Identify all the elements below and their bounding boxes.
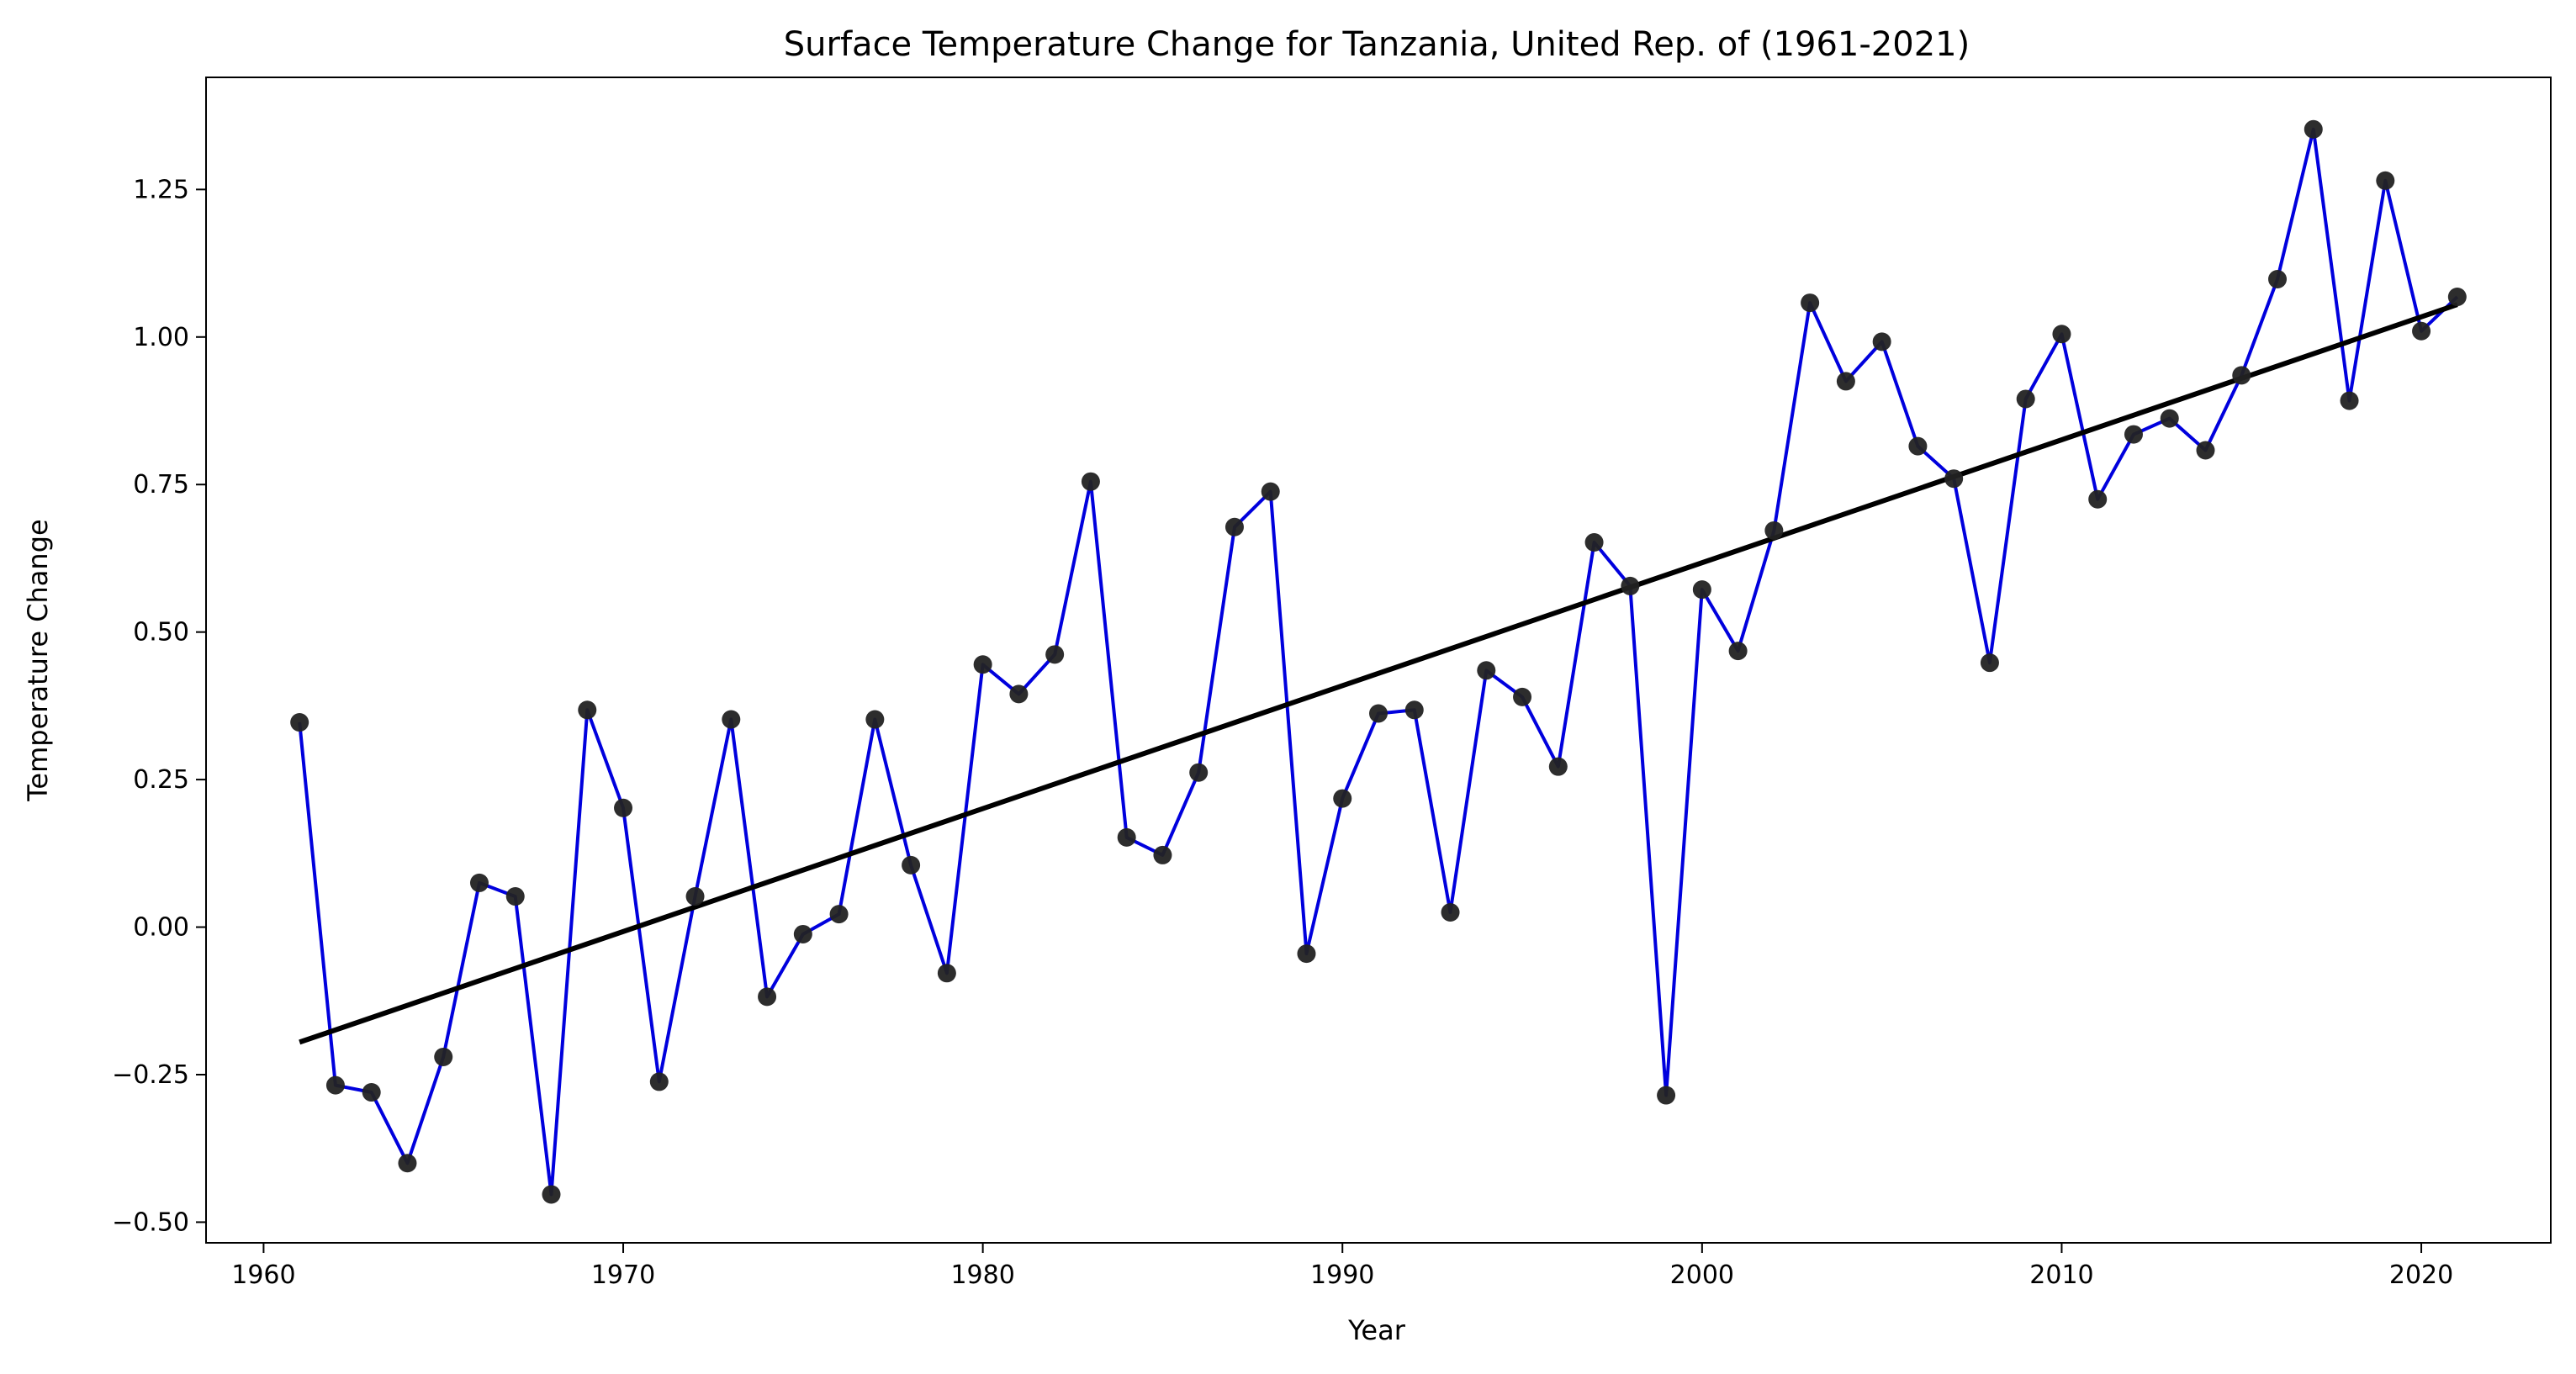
data-point [325, 1075, 345, 1095]
data-point [2160, 409, 2179, 428]
data-point [1081, 472, 1100, 491]
data-point [1584, 532, 1604, 552]
y-tick-label: 0.75 [133, 470, 189, 499]
data-point [1657, 1086, 1676, 1105]
data-point [722, 710, 741, 729]
data-point [1477, 661, 1496, 680]
data-point [1944, 469, 1964, 489]
x-tick-label: 1970 [591, 1260, 655, 1290]
data-point [1009, 684, 1029, 704]
data-point [1980, 653, 1999, 673]
data-point [578, 700, 597, 720]
data-point [2232, 366, 2251, 385]
data-point [2304, 119, 2323, 139]
data-point [1333, 789, 1352, 808]
data-point [1692, 580, 1711, 600]
chart-title: Surface Temperature Change for Tanzania,… [784, 25, 1970, 64]
data-point [1872, 332, 1891, 351]
data-point [793, 924, 812, 943]
data-point [2268, 270, 2288, 289]
data-point [973, 655, 992, 674]
data-point [1908, 436, 1928, 456]
data-point [1045, 645, 1065, 664]
plot-frame [205, 77, 2552, 1244]
data-point [2196, 441, 2215, 460]
data-point [2124, 425, 2143, 444]
data-point [758, 987, 777, 1007]
data-point [1117, 827, 1136, 847]
data-point [362, 1083, 381, 1102]
data-point [1801, 293, 1820, 313]
trend-line [299, 302, 2458, 1045]
data-point [398, 1154, 417, 1173]
x-axis-title: Year [1347, 1314, 1406, 1346]
data-point [1548, 757, 1568, 776]
data-point [685, 887, 705, 906]
data-point [829, 905, 849, 924]
data-point [1297, 944, 1316, 964]
data-point [434, 1047, 453, 1066]
x-tick-label: 2020 [2389, 1260, 2453, 1290]
data-point [2412, 321, 2431, 341]
y-tick-label: 1.25 [133, 175, 189, 204]
y-tick-label: 0.25 [133, 765, 189, 795]
y-tick-label: −0.25 [112, 1060, 189, 1090]
data-point [1764, 521, 1784, 540]
data-point [2052, 325, 2071, 344]
data-point [1225, 517, 1244, 536]
data-point [1369, 704, 1388, 723]
data-point [1189, 763, 1209, 782]
data-point [469, 873, 489, 892]
y-axis: −0.50 −0.25 0.00 0.25 0.50 0.75 1.00 1.25 [112, 175, 206, 1237]
y-tick-label: 0.50 [133, 618, 189, 647]
x-tick-label: 1960 [231, 1260, 295, 1290]
y-tick-label: 1.00 [133, 323, 189, 352]
data-point [1153, 845, 1172, 864]
plot-area [290, 119, 2467, 1204]
data-point [649, 1072, 669, 1091]
data-point [505, 887, 525, 906]
data-point [865, 710, 885, 729]
data-point [1728, 642, 1748, 661]
y-tick-label: −0.50 [112, 1208, 189, 1237]
data-point [2340, 391, 2359, 410]
x-axis: 1960 1970 1980 1990 2000 2010 2020 [231, 1243, 2453, 1290]
data-point [290, 713, 309, 732]
y-tick-label: 0.00 [133, 913, 189, 943]
x-tick-label: 2010 [2029, 1260, 2093, 1290]
data-point [2016, 389, 2035, 409]
data-point [937, 964, 956, 983]
data-point [542, 1185, 561, 1204]
x-tick-label: 1990 [1310, 1260, 1374, 1290]
data-point [1261, 482, 1280, 501]
data-point [2447, 288, 2467, 307]
data-point [1621, 576, 1640, 595]
data-point [902, 855, 921, 875]
data-point [1836, 372, 1855, 391]
data-point [614, 798, 633, 817]
x-tick-label: 2000 [1670, 1260, 1734, 1290]
data-point [1441, 903, 1460, 922]
y-axis-title: Temperature Change [22, 519, 54, 801]
data-point [2088, 489, 2108, 509]
data-point [1404, 700, 1424, 720]
x-tick-label: 1980 [950, 1260, 1014, 1290]
data-point [2376, 171, 2395, 190]
data-point [1513, 687, 1532, 706]
